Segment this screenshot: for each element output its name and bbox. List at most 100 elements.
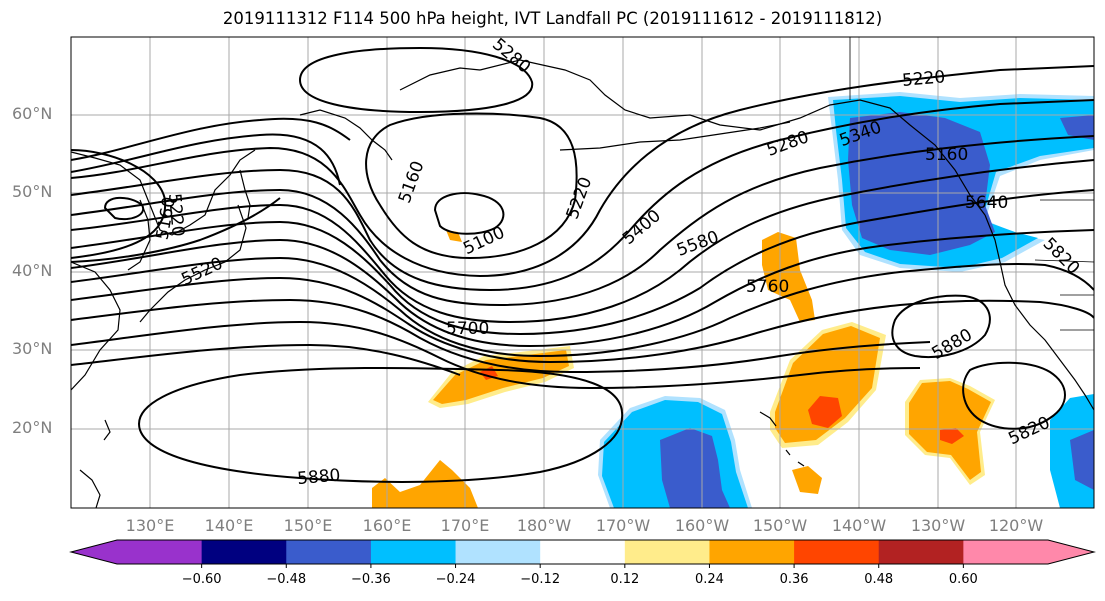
lon-label: 150°W [752,516,808,535]
colorbar-tick-label: 0.24 [694,572,724,587]
contour-label: 5700 [446,319,489,339]
contour-5880-east [891,294,991,358]
colorbar-tick-label: 0.60 [948,572,978,587]
contour-zonal-3 [71,65,1094,278]
ivt-negative-region-central-core [660,428,730,508]
contour-zonal-6 [71,159,1094,324]
colorbar-extend-min [71,540,117,564]
colorbar-segments [71,540,1094,564]
lon-label: 120°W [988,516,1044,535]
colorbar-tick-label: −0.36 [350,572,391,587]
colorbar-tick-label: −0.24 [435,572,476,587]
ivt-positive-region-east-central-mid [775,326,880,443]
coastline-korea [127,199,151,271]
lat-label: 60°N [12,104,53,123]
ivt-positive-region-southwest [372,460,478,508]
ivt-negative-region-far-northeast [1060,115,1094,140]
colorbar-segment [624,540,710,564]
contour-5100-closed [433,192,505,235]
political-boundaries [849,37,1094,331]
contour-zonal-1 [71,117,351,161]
colorbar-ticks [201,564,964,568]
contour-zonal-11 [71,320,921,390]
contour-label: 5220 [901,67,946,91]
contour-5580-west [71,197,281,263]
coastline-hawaii [759,411,805,467]
colorbar-extend-max [1048,540,1094,564]
coastline-taiwan [103,419,111,441]
coastline-na-west [984,214,1094,411]
colorbar-segment [201,540,287,564]
colorbar-segment [963,540,1049,564]
lon-label: 130°E [125,516,175,535]
contour-zonal-4 [71,99,1094,292]
coastline-china [71,261,121,391]
contour-zonal-2 [71,133,341,186]
height-contours [71,46,1094,483]
contour-5160-closed [365,112,578,260]
lon-label: 160°W [674,516,730,535]
contour-5880-closed [138,366,624,483]
colorbar-tick-label: −0.48 [266,572,307,587]
contour-zonal-7 [71,189,1094,336]
contour-label: 5760 [746,277,789,297]
contour-label: 5880 [296,465,341,489]
lon-label: 140°E [204,516,254,535]
colorbar-segment [878,540,964,564]
contour-zonal-9 [71,256,1094,358]
coastline-philippines [79,469,101,508]
lat-label: 20°N [12,418,53,437]
contour-5280-closed [298,46,534,114]
lon-label: 170°W [595,516,651,535]
contour-zonal-5 [71,135,1094,307]
coastline-sakhalin [239,169,251,219]
colorbar-segment [794,540,880,564]
colorbar-segment [540,540,626,564]
contour-label: 5220 [164,193,188,238]
colorbar-segment [709,540,795,564]
ivt-negative-region-northeast-core [848,112,995,255]
ivt-negative-region-southeast-core [1070,430,1094,490]
colorbar-segment [286,540,372,564]
ivt-positive-region-hawaii [762,232,815,322]
ivt-positive-region-north-central-mid [433,350,569,404]
ivt-positive-region-small-south [792,466,822,494]
map-frame [70,36,1095,509]
contour-5220-west [71,149,167,259]
colorbar-segment [455,540,541,564]
colorbar-segment [117,540,203,564]
lon-label: 150°E [283,516,333,535]
lon-label: 130°W [910,516,966,535]
coastline-aleutians [559,121,791,151]
ivt-fill-layer [372,92,1094,508]
colorbar-tick-label: 0.12 [610,572,640,587]
lon-label: 170°E [440,516,490,535]
contour-zonal-8 [71,229,1094,348]
contour-5820-east [962,361,1066,430]
lat-label: 50°N [12,182,53,201]
ivt-positive-region-east-central-core [808,396,842,428]
contour-zonal-12 [71,343,461,376]
colorbar-tick-label: −0.12 [520,572,561,587]
colorbar-outline [69,539,1096,565]
contour-zonal-10 [71,298,931,374]
lat-label: 30°N [12,339,53,358]
contour-5700 [71,276,1094,364]
coastline-kamchatka [299,109,393,161]
coastline-chukotka [399,67,481,91]
coastline-alaska-west [479,59,761,131]
coastline-asia-east [71,149,256,236]
map-title: 2019111312 F114 500 hPa height, IVT Land… [222,9,883,28]
colorbar-segment [370,540,457,564]
contour-label: 5160 [925,145,968,165]
colorbar-tick-label: 0.48 [864,572,894,587]
lat-label: 40°N [12,261,53,280]
colorbar-tick-label: 0.36 [779,572,809,587]
contour-label: 5640 [965,193,1008,213]
lon-label: 140°W [831,516,887,535]
lon-label: 180°W [516,516,572,535]
coastline-japan [139,204,247,323]
ivt-positive-region-southeast-core [940,428,964,444]
